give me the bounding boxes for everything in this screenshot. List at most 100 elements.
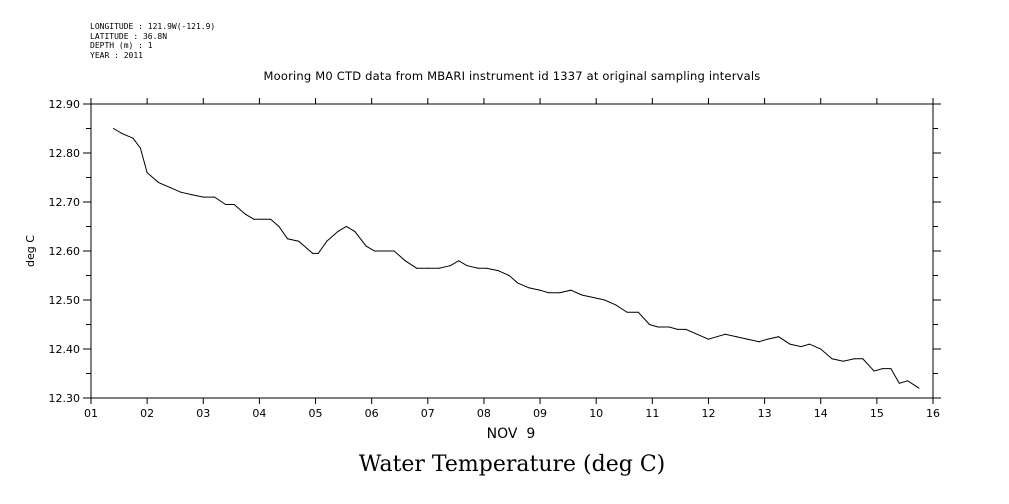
data-point <box>809 343 810 345</box>
data-point <box>121 132 123 134</box>
data-point <box>497 270 499 272</box>
data-point <box>287 238 288 240</box>
data-point <box>604 299 606 301</box>
data-point <box>202 196 204 198</box>
data-point <box>365 245 367 247</box>
data-point <box>862 358 864 360</box>
y-tick-label: 12.50 <box>49 294 81 307</box>
data-point <box>581 294 583 296</box>
data-point <box>873 370 875 372</box>
data-point <box>842 360 844 362</box>
data-point <box>890 368 892 370</box>
y-tick-label: 12.70 <box>49 196 81 209</box>
data-point <box>374 250 375 252</box>
data-point <box>146 172 148 174</box>
data-point <box>354 230 356 232</box>
y-tick-label: 12.80 <box>49 147 81 160</box>
data-point <box>907 380 909 382</box>
x-tick-label: 10 <box>589 407 603 420</box>
data-point <box>800 346 802 348</box>
data-point <box>758 341 760 343</box>
x-tick-label: 15 <box>870 407 884 420</box>
data-point <box>657 326 659 328</box>
data-point <box>668 326 670 328</box>
data-point <box>477 267 479 269</box>
metadata-block: LONGITUDE : 121.9W(-121.9) LATITUDE : 36… <box>90 22 215 60</box>
series-layer <box>113 128 920 389</box>
data-point <box>724 333 726 335</box>
data-point <box>708 338 709 340</box>
data-point <box>626 311 628 313</box>
data-point <box>517 282 519 284</box>
y-tick-label: 12.30 <box>49 392 81 405</box>
data-point <box>696 333 698 335</box>
axis-tick-labels: 01 02 03 04 05 06 07 08 09 10 11 12 13 14 15 16 12.90 12.… <box>49 98 941 420</box>
meta-line-latitude: LATITUDE : 36.8N <box>90 31 168 41</box>
data-point <box>270 218 272 220</box>
data-point <box>253 218 255 220</box>
data-point <box>882 368 883 370</box>
data-point <box>345 226 347 227</box>
chart-title: Mooring M0 CTD data from MBARI instrumen… <box>263 69 761 83</box>
data-point <box>570 289 572 291</box>
y-tick-label: 12.60 <box>49 245 81 258</box>
data-point <box>214 196 215 198</box>
data-point <box>539 289 541 291</box>
data-point <box>225 204 227 205</box>
data-point <box>317 252 319 254</box>
variable-title: Water Temperature (deg C) <box>358 452 666 477</box>
data-point <box>466 265 468 267</box>
meta-line-depth: DEPTH (m) : 1 <box>90 41 153 50</box>
data-point <box>416 267 418 269</box>
data-point <box>438 267 440 269</box>
y-tick-label: 12.90 <box>49 98 81 111</box>
meta-line-year: YEAR : 2011 <box>90 50 143 60</box>
data-point <box>169 186 171 188</box>
x-tick-label: 07 <box>421 407 435 420</box>
x-tick-label: 03 <box>196 407 210 420</box>
x-tick-label: 11 <box>645 407 659 420</box>
x-axis-label: NOV 9 <box>487 426 536 442</box>
x-tick-label: 13 <box>758 407 772 420</box>
data-point <box>244 213 246 215</box>
data-point <box>458 260 460 262</box>
data-point <box>113 128 114 129</box>
data-point <box>298 240 300 242</box>
x-tick-label: 14 <box>814 407 828 420</box>
data-point <box>649 324 650 325</box>
x-tick-label: 01 <box>84 407 98 420</box>
data-point <box>393 250 395 252</box>
data-point <box>132 137 134 139</box>
data-point <box>736 336 737 338</box>
data-point <box>853 358 855 360</box>
x-tick-label: 06 <box>365 407 379 420</box>
x-tick-label: 16 <box>926 407 940 420</box>
data-point <box>508 275 510 276</box>
data-point <box>685 328 687 330</box>
data-point <box>191 194 193 196</box>
data-point <box>677 328 679 330</box>
data-point <box>326 240 328 242</box>
plot-frame <box>90 103 934 399</box>
data-point <box>528 287 530 289</box>
data-point <box>486 267 488 269</box>
x-tick-label: 09 <box>533 407 547 420</box>
axis-ticks <box>83 98 941 404</box>
data-point <box>716 336 718 338</box>
x-tick-label: 04 <box>252 407 266 420</box>
data-point <box>278 226 280 227</box>
data-point <box>261 218 263 220</box>
data-point <box>427 267 429 269</box>
series-line <box>113 128 920 389</box>
data-point <box>233 204 235 205</box>
data-point <box>766 338 768 340</box>
meta-line-longitude: LONGITUDE : 121.9W(-121.9) <box>90 22 216 31</box>
data-point <box>180 191 182 193</box>
data-point <box>548 292 549 294</box>
data-point <box>778 336 780 338</box>
data-point <box>559 292 561 294</box>
data-point <box>139 147 141 149</box>
data-point <box>157 181 159 183</box>
data-point <box>637 311 639 313</box>
